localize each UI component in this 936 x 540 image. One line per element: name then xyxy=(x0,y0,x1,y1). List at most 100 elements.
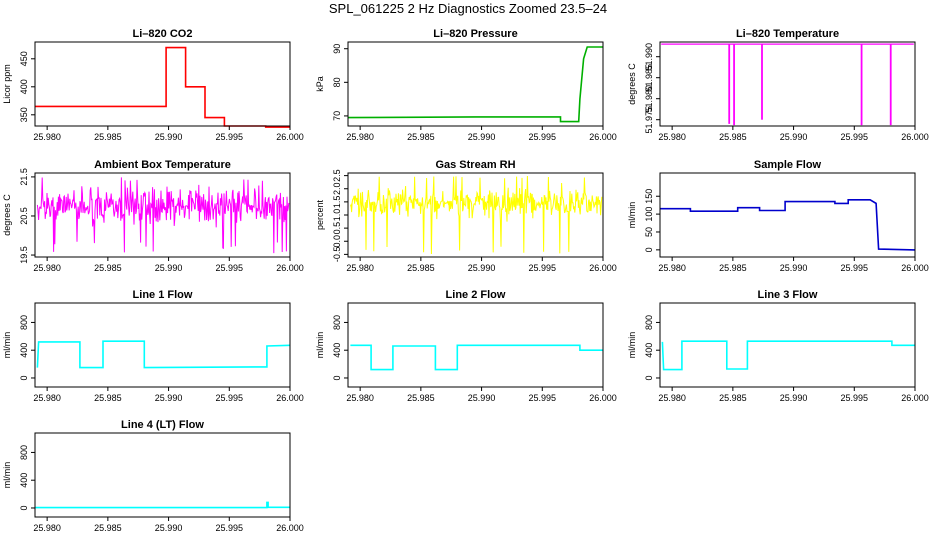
x-tick-label: 25.985 xyxy=(719,263,747,273)
panel-title: Li–820 Temperature xyxy=(736,28,839,40)
plot-frame xyxy=(34,302,291,388)
x-tick-label: 25.980 xyxy=(33,393,61,403)
y-tick-label: 1.5 xyxy=(332,196,342,209)
panel-title: Line 4 (LT) Flow xyxy=(121,419,204,431)
y-tick-label: 0.5 xyxy=(332,222,342,235)
chart-panel-5: Gas Stream RH percent 25.980 25.985 25.990 25… xyxy=(315,159,617,273)
y-axis-label: ml/min xyxy=(627,332,637,359)
x-tick-label: 25.995 xyxy=(216,393,244,403)
x-tick-label: 25.985 xyxy=(407,393,435,403)
plot-frame xyxy=(347,41,604,127)
plot-frame xyxy=(659,302,916,388)
y-axis-label: ml/min xyxy=(315,332,325,359)
y-tick-label: 21.5 xyxy=(19,168,29,186)
y-tick-label: -0.5 xyxy=(332,247,342,263)
panel-title: Li–820 CO2 xyxy=(133,28,193,40)
y-tick-label: 1.0 xyxy=(332,209,342,222)
x-tick-label: 25.980 xyxy=(346,393,374,403)
x-tick-label: 25.995 xyxy=(841,263,869,273)
data-series xyxy=(349,175,603,255)
x-tick-label: 26.000 xyxy=(276,263,304,273)
x-tick-label: 25.985 xyxy=(94,132,122,142)
y-tick-label: 20.5 xyxy=(19,207,29,225)
y-tick-label: 0 xyxy=(644,247,654,252)
x-tick-label: 25.980 xyxy=(33,523,61,533)
y-tick-label: 800 xyxy=(19,315,29,330)
x-tick-label: 25.990 xyxy=(780,263,808,273)
x-tick-label: 25.985 xyxy=(719,132,747,142)
y-tick-label: 400 xyxy=(332,343,342,358)
y-tick-label: 51.985 xyxy=(644,64,654,92)
data-series xyxy=(661,340,915,371)
x-tick-label: 26.000 xyxy=(589,132,617,142)
y-axis-label: degrees C xyxy=(627,63,637,105)
x-tick-label: 25.985 xyxy=(407,263,435,273)
chart-panel-8: Line 2 Flow ml/min 25.980 25.985 25.990 25.99… xyxy=(315,289,617,403)
x-tick-label: 25.980 xyxy=(658,393,686,403)
x-tick-label: 25.995 xyxy=(529,393,557,403)
y-tick-label: 400 xyxy=(644,343,654,358)
x-tick-label: 25.995 xyxy=(529,263,557,273)
figure-title: SPL_061225 2 Hz Diagnostics Zoomed 23.5–… xyxy=(328,1,608,16)
x-tick-label: 25.990 xyxy=(468,393,496,403)
y-tick-label: 0.0 xyxy=(332,235,342,248)
y-axis-label: ml/min xyxy=(627,202,637,229)
y-tick-label: 90 xyxy=(332,44,342,54)
y-tick-label: 400 xyxy=(19,79,29,94)
x-tick-label: 25.980 xyxy=(346,263,374,273)
y-tick-label: 51.990 xyxy=(644,43,654,71)
plot-frame xyxy=(659,41,916,127)
chart-panel-9: Line 3 Flow ml/min 25.980 25.985 25.990 25.99… xyxy=(627,289,929,403)
y-tick-label: 0 xyxy=(644,375,654,380)
x-tick-label: 25.990 xyxy=(155,523,183,533)
x-tick-label: 26.000 xyxy=(901,132,929,142)
x-tick-label: 26.000 xyxy=(901,393,929,403)
data-series xyxy=(350,344,603,371)
y-axis-label: kPa xyxy=(315,76,325,92)
x-tick-label: 25.980 xyxy=(658,132,686,142)
y-tick-label: 0 xyxy=(19,505,29,510)
panel-title: Line 3 Flow xyxy=(758,289,818,301)
y-tick-label: 800 xyxy=(332,315,342,330)
x-tick-label: 25.990 xyxy=(780,132,808,142)
y-tick-label: 0 xyxy=(332,375,342,380)
y-tick-label: 100 xyxy=(644,207,654,222)
chart-panel-2: Li–820 Pressure kPa 25.980 25.985 25.990 25.9… xyxy=(315,28,617,142)
data-series xyxy=(347,46,603,123)
x-tick-label: 25.990 xyxy=(468,263,496,273)
panel-title: Gas Stream RH xyxy=(435,159,515,171)
data-series xyxy=(660,199,916,251)
x-tick-label: 26.000 xyxy=(901,263,929,273)
y-tick-label: 80 xyxy=(332,77,342,87)
y-tick-label: 800 xyxy=(19,445,29,460)
x-tick-label: 25.985 xyxy=(94,263,122,273)
y-axis-label: Licor ppm xyxy=(2,64,12,104)
y-tick-label: 450 xyxy=(19,51,29,66)
x-tick-label: 25.980 xyxy=(658,263,686,273)
y-axis-label: degrees C xyxy=(2,194,12,236)
y-tick-label: 50 xyxy=(644,227,654,237)
y-tick-label: 350 xyxy=(19,107,29,122)
x-tick-label: 25.985 xyxy=(719,393,747,403)
y-axis-label: ml/min xyxy=(2,332,12,359)
y-tick-label: 800 xyxy=(644,315,654,330)
panel-title: Ambient Box Temperature xyxy=(94,159,231,171)
chart-panel-4: Ambient Box Temperature degrees C 25.980 25… xyxy=(2,159,304,273)
x-tick-label: 25.995 xyxy=(216,132,244,142)
y-tick-label: 400 xyxy=(19,473,29,488)
plot-frame xyxy=(34,41,291,127)
x-tick-label: 25.985 xyxy=(407,132,435,142)
y-tick-label: 2.0 xyxy=(332,182,342,195)
chart-panel-6: Sample Flow ml/min 25.980 25.985 25.990 25.99… xyxy=(627,159,929,273)
y-tick-label: 19.5 xyxy=(19,246,29,264)
x-tick-label: 25.995 xyxy=(216,523,244,533)
x-tick-label: 25.995 xyxy=(841,132,869,142)
plot-frame xyxy=(34,172,291,258)
y-tick-label: 0 xyxy=(19,375,29,380)
y-tick-label: 150 xyxy=(644,189,654,204)
chart-panel-7: Line 1 Flow ml/min 25.980 25.985 25.990 25.99… xyxy=(2,289,304,403)
x-tick-label: 25.995 xyxy=(216,263,244,273)
plot-frame xyxy=(347,302,604,388)
x-tick-label: 25.990 xyxy=(155,263,183,273)
x-tick-label: 25.990 xyxy=(780,393,808,403)
